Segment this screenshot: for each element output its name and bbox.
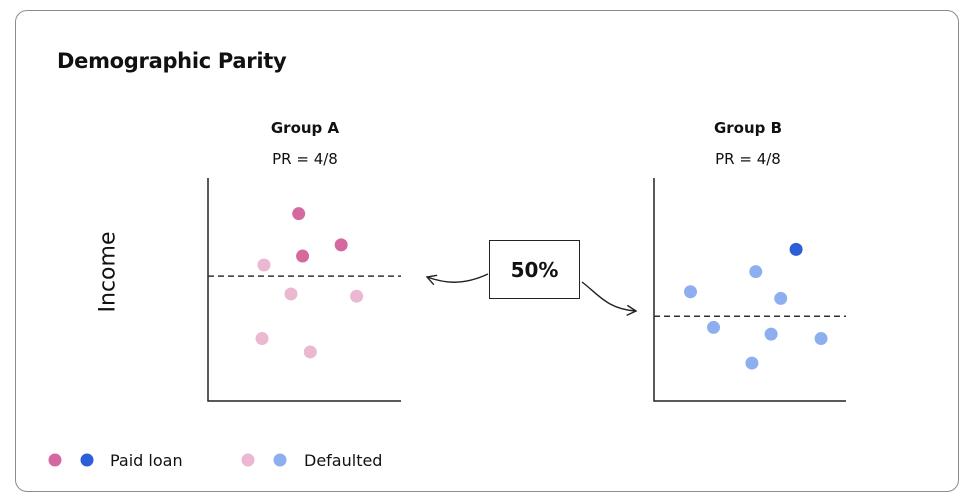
group-a-point-8-defaulted xyxy=(303,345,317,359)
arrow-to-group-b xyxy=(581,281,638,316)
group-b-point-6-defaulted xyxy=(764,327,778,341)
group-a-pr: PR = 4/8 xyxy=(272,150,338,168)
legend-defaulted-label: Defaulted xyxy=(304,451,383,470)
group-b-point-7-defaulted xyxy=(814,332,828,346)
group-b-point-3-defaulted xyxy=(683,285,697,299)
arrow-to-group-a xyxy=(425,273,489,286)
group-b-point-2-defaulted xyxy=(749,265,763,279)
legend-group-b-paid-dot xyxy=(80,453,94,467)
group-a-point-2-paid xyxy=(334,238,348,252)
diagram-title: Demographic Parity xyxy=(57,49,287,73)
group-a-point-7-defaulted xyxy=(255,332,269,346)
group-b-title: Group B xyxy=(713,119,783,137)
legend-group-a-paid-dot xyxy=(48,453,62,467)
group-b-point-1-paid xyxy=(789,242,803,256)
group-b-axes xyxy=(653,178,846,402)
legend-group-a-defaulted-dot xyxy=(241,453,255,467)
group-a-axes xyxy=(207,178,401,402)
group-a-point-6-defaulted xyxy=(350,289,364,303)
legend-paid-label: Paid loan xyxy=(110,451,183,470)
legend-group-b-defaulted-dot xyxy=(273,453,287,467)
group-b-pr: PR = 4/8 xyxy=(715,150,781,168)
parity-rate-label: 50% xyxy=(510,257,559,282)
group-a-point-4-defaulted xyxy=(257,258,271,272)
parity-rate-box: 50% xyxy=(489,240,580,299)
group-b-point-5-defaulted xyxy=(707,320,721,334)
group-a-title: Group A xyxy=(270,119,340,137)
group-a-point-1-paid xyxy=(292,207,306,221)
group-b-point-4-defaulted xyxy=(774,291,788,305)
group-a-point-5-defaulted xyxy=(284,287,298,301)
group-a-point-3-paid xyxy=(296,249,310,263)
group-b-point-8-defaulted xyxy=(745,356,759,370)
